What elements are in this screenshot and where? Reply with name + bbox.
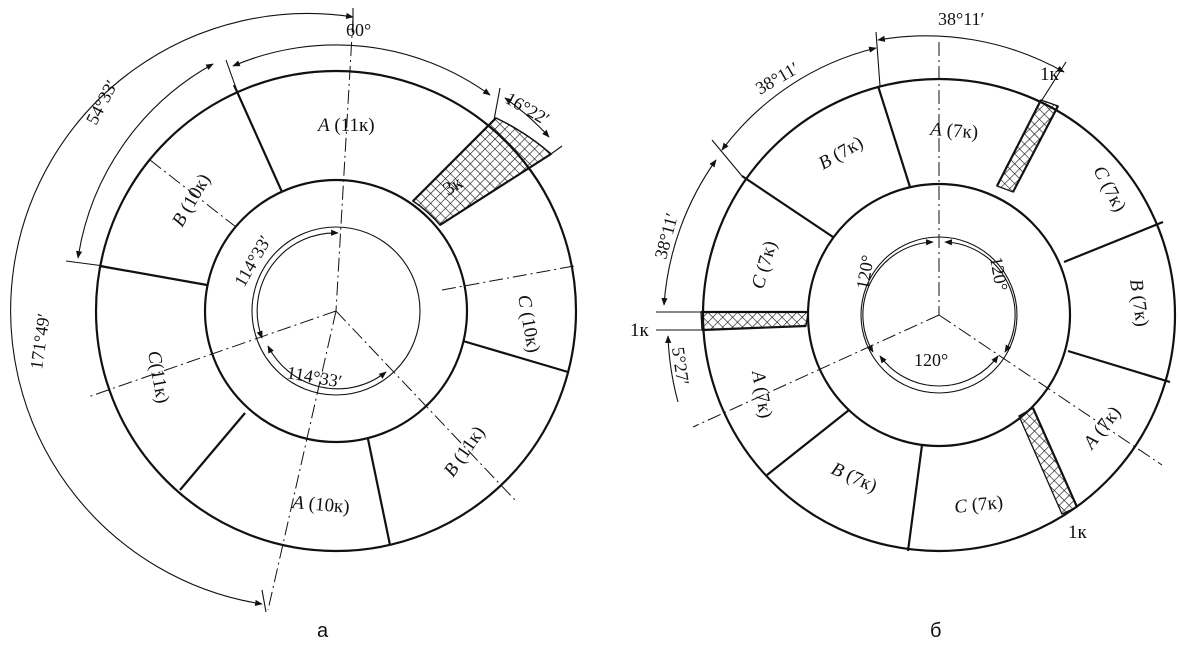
dim-arc-16-a (504, 97, 550, 138)
hatched-sector-1k-top (996, 99, 1059, 193)
angle-inner-left-b: 120° (852, 254, 878, 291)
diagram-b: A (7к) C (7к) B (7к) A (7к) C (7к) B (7к… (630, 9, 1177, 642)
sector-label-b-6: B (7к) (828, 458, 880, 497)
sector-label-b-9: B (7к) (815, 132, 867, 174)
sector-label-a-3: B (11к) (440, 423, 490, 481)
dim-arc-top-b (877, 35, 1065, 73)
sector-label-b-4: A (7к) (1078, 403, 1125, 455)
hatched-label-b-bottom: 1к (1068, 522, 1088, 543)
angle-top-a: 60° (346, 20, 371, 40)
inner-arc-left-b (862, 239, 934, 353)
angle-span-sector-a: 54°33′ (82, 77, 122, 128)
dim-arc-left-b (661, 159, 717, 306)
angle-inner-bottom-b: 120° (914, 350, 948, 370)
sector-label-a-1: A (11к) (316, 115, 375, 136)
angle-span-outer-a: 171°49′ (26, 312, 54, 370)
angle-span-hatched-a: 16°22′ (502, 88, 553, 129)
sector-boundaries-b (701, 85, 1171, 552)
hatched-label-b-left: 1к (630, 320, 650, 341)
hatched-sector-1k-bottom (1018, 407, 1078, 515)
sector-label-b-5: C (7к) (953, 492, 1004, 518)
angle-inner-right-b: 120° (986, 255, 1012, 292)
inner-arc-bottom-b (879, 355, 999, 387)
sector-label-b-1: A (7к) (928, 119, 979, 143)
angle-upper-left-b: 38°11′ (752, 58, 802, 99)
sector-label-a-4: A (10к) (290, 492, 351, 518)
caption-b: б (930, 620, 941, 642)
axis-lines-b (692, 42, 1163, 466)
dim-arc-54-a (76, 63, 214, 259)
sector-label-b-7: A (7к) (747, 367, 776, 420)
middle-ring-b (806, 182, 1072, 448)
sector-label-b-2: C (7к) (1089, 162, 1130, 215)
sector-label-a-2: C (10к) (513, 293, 544, 354)
dim-arc-171-a (9, 12, 354, 606)
inner-arc-right-b (944, 239, 1016, 353)
dim-arc-60-a (232, 44, 491, 96)
angle-top-b: 38°11′ (938, 9, 985, 29)
caption-a: а (317, 620, 329, 642)
dim-arc-small-b (665, 335, 679, 403)
angle-inner-lower-a: 114°33′ (285, 362, 343, 391)
hatched-label-b-top: 1к (1040, 64, 1060, 85)
sector-label-b-3: B (7к) (1125, 278, 1152, 328)
axis-lines-a (87, 17, 575, 611)
diagram-a: A (11к) C (10к) B (11к) A (10к) C(11к) B… (9, 8, 578, 642)
dim-arc-upper-left-b (721, 46, 877, 151)
angle-small-b: 5°27′ (668, 346, 693, 387)
sector-label-a-5: C(11к) (143, 349, 173, 405)
sector-label-b-8: C (7к) (748, 239, 782, 292)
